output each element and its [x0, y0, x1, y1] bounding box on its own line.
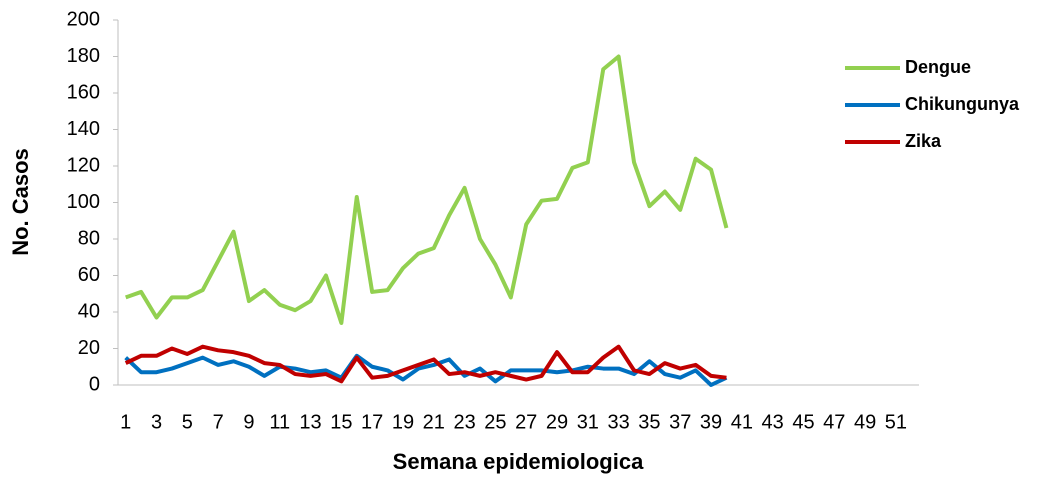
x-tick-label: 33 — [608, 411, 630, 433]
x-tick-label: 45 — [792, 411, 814, 433]
series-line — [125, 54, 729, 325]
x-tick-label: 31 — [577, 411, 599, 433]
y-tick-label: 40 — [78, 300, 100, 322]
x-tick-label: 17 — [361, 411, 383, 433]
x-axis-title: Semana epidemiologica — [393, 449, 644, 474]
x-tick-label: 39 — [700, 411, 722, 433]
legend-label: Dengue — [905, 57, 971, 77]
x-tick-label: 19 — [392, 411, 414, 433]
y-tick-label: 100 — [67, 191, 100, 213]
y-tick-label: 180 — [67, 45, 100, 67]
y-tick-label: 200 — [67, 8, 100, 30]
x-tick-label: 47 — [823, 411, 845, 433]
y-tick-label: 160 — [67, 81, 100, 103]
y-axis-title: No. Casos — [8, 148, 33, 256]
y-tick-label: 60 — [78, 264, 100, 286]
x-tick-label: 15 — [330, 411, 352, 433]
x-tick-label: 37 — [669, 411, 691, 433]
y-tick-label: 20 — [78, 337, 100, 359]
x-tick-label: 35 — [638, 411, 660, 433]
x-tick-label: 7 — [213, 411, 224, 433]
x-tick-label: 5 — [182, 411, 193, 433]
x-tick-label: 43 — [762, 411, 784, 433]
x-tick-label: 1 — [120, 411, 131, 433]
x-tick-label: 49 — [854, 411, 876, 433]
legend-label: Chikungunya — [905, 94, 1020, 114]
y-tick-label: 0 — [89, 373, 100, 395]
x-tick-label: 3 — [151, 411, 162, 433]
y-tick-label: 120 — [67, 154, 100, 176]
x-tick-label: 21 — [423, 411, 445, 433]
x-tick-label: 41 — [731, 411, 753, 433]
y-tick-label: 80 — [78, 227, 100, 249]
x-tick-label: 25 — [484, 411, 506, 433]
x-tick-label: 51 — [885, 411, 907, 433]
x-tick-label: 27 — [515, 411, 537, 433]
x-tick-label: 11 — [269, 411, 290, 433]
y-tick-label: 140 — [67, 118, 100, 140]
x-tick-label: 29 — [546, 411, 568, 433]
legend-label: Zika — [905, 131, 942, 151]
x-tick-label: 9 — [243, 411, 254, 433]
x-tick-label: 23 — [453, 411, 475, 433]
x-tick-label: 13 — [299, 411, 321, 433]
series-line — [124, 344, 727, 384]
series-line — [124, 353, 728, 387]
